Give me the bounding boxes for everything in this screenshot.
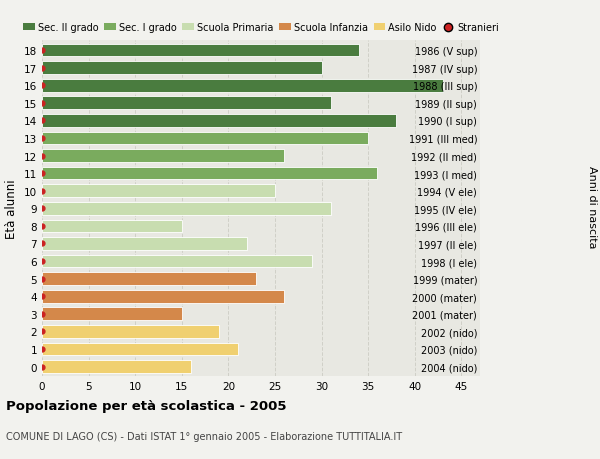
Bar <box>42 220 182 233</box>
Bar <box>42 238 247 250</box>
Bar <box>42 45 359 57</box>
Bar <box>42 343 238 356</box>
Text: Popolazione per età scolastica - 2005: Popolazione per età scolastica - 2005 <box>6 399 287 412</box>
Bar <box>42 255 312 268</box>
Bar <box>42 80 443 92</box>
Bar <box>42 185 275 198</box>
Bar <box>42 273 256 285</box>
Bar <box>42 115 396 128</box>
Bar <box>42 97 331 110</box>
Text: COMUNE DI LAGO (CS) - Dati ISTAT 1° gennaio 2005 - Elaborazione TUTTITALIA.IT: COMUNE DI LAGO (CS) - Dati ISTAT 1° genn… <box>6 431 402 442</box>
Y-axis label: Età alunni: Età alunni <box>5 179 19 239</box>
Bar <box>42 308 182 320</box>
Bar <box>42 290 284 303</box>
Bar <box>42 168 377 180</box>
Bar <box>42 360 191 373</box>
Bar <box>42 325 219 338</box>
Legend: Sec. II grado, Sec. I grado, Scuola Primaria, Scuola Infanzia, Asilo Nido, Stran: Sec. II grado, Sec. I grado, Scuola Prim… <box>23 23 499 33</box>
Bar <box>42 202 331 215</box>
Text: Anni di nascita: Anni di nascita <box>587 165 597 248</box>
Bar <box>42 150 284 162</box>
Bar <box>42 132 368 145</box>
Bar <box>42 62 322 75</box>
